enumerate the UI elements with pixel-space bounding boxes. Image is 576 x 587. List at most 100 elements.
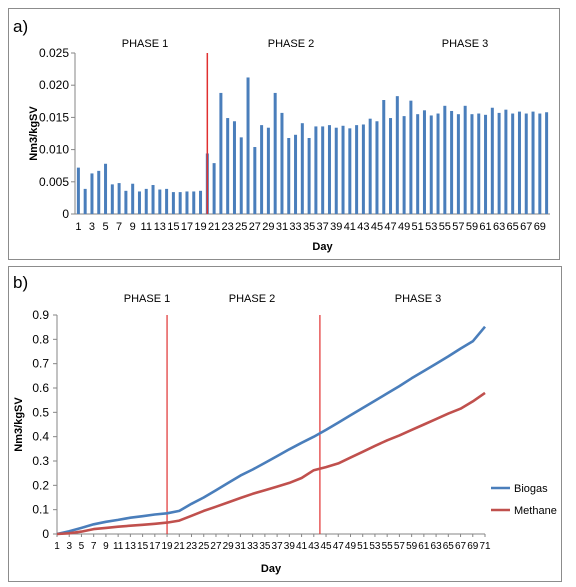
x-tick-label: 69 (467, 541, 479, 552)
x-tick-label: 9 (130, 221, 136, 233)
x-tick-label: 71 (479, 541, 491, 552)
bar (348, 128, 352, 214)
bar (422, 110, 426, 214)
bar (232, 121, 236, 214)
x-tick-label: 27 (249, 221, 261, 233)
x-tick-label: 45 (320, 541, 332, 552)
bar (137, 191, 141, 214)
x-tick-label: 17 (149, 541, 161, 552)
x-tick-label: 57 (394, 541, 406, 552)
x-tick-label: 23 (222, 221, 234, 233)
x-tick-label: 39 (330, 221, 342, 233)
x-tick-label: 29 (262, 221, 274, 233)
legend-label: Methane (514, 505, 557, 517)
bar (497, 112, 501, 214)
bar (124, 190, 128, 214)
bar (300, 123, 304, 214)
bar (334, 127, 338, 214)
x-tick-label: 7 (116, 221, 122, 233)
x-tick-label: 41 (296, 541, 308, 552)
x-tick-label: 67 (520, 221, 532, 233)
bar (456, 114, 460, 214)
bar (260, 125, 264, 214)
y-tick-label: 0.5 (32, 405, 49, 419)
chart-panel-b: b) 0 0.1 0.2 0.3 0.4 0.5 0.6 0.7 0.8 0.9 1 3 5 7 9 11 13… (8, 266, 562, 582)
x-tick-label: 67 (455, 541, 467, 552)
bar (484, 114, 488, 214)
phase-label: PHASE 1 (124, 293, 170, 305)
x-tick-label: 49 (345, 541, 357, 552)
y-tick-label: 0.015 (39, 110, 69, 124)
x-tick-label: 21 (208, 221, 220, 233)
x-tick-label: 65 (507, 221, 519, 233)
bar (463, 105, 467, 214)
line-chart-cumulative-yield: 00.10.20.30.40.50.60.70.80.91 3 5 7 9 11 13 15 1… (13, 293, 557, 575)
phase-label: PHASE 2 (229, 293, 275, 305)
y-tick-label: 0.2 (32, 478, 49, 492)
bar (307, 138, 311, 214)
x-tick-label: 51 (357, 541, 369, 552)
bar (83, 188, 87, 214)
bar (90, 173, 94, 214)
bar (110, 184, 114, 214)
x-tick-label: 59 (466, 221, 478, 233)
x-tick-label: 5 (102, 221, 108, 233)
x-tick-label: 43 (357, 221, 369, 233)
x-tick-label: 5 (79, 541, 85, 552)
chart-panel-a: a) 0 0.005 0.010 0.015 0.020 0.025 1 3 5 7 9 11 13 15… (8, 8, 560, 260)
x-tick-label: 51 (412, 221, 424, 233)
bar (253, 147, 257, 214)
bar (361, 124, 365, 214)
bar (341, 125, 345, 214)
bar (158, 189, 162, 214)
bar (294, 134, 298, 214)
x-tick-label: 3 (89, 221, 95, 233)
phase-label: PHASE 3 (395, 293, 441, 305)
bar (375, 121, 379, 214)
y-tick-label: 0.020 (39, 78, 69, 92)
bar (226, 118, 230, 214)
bar (504, 109, 508, 214)
bar (382, 100, 386, 214)
bar (429, 115, 433, 214)
bar (389, 118, 393, 214)
x-tick-label: 49 (398, 221, 410, 233)
x-tick-label: 31 (235, 541, 247, 552)
x-tick-label: 1 (54, 541, 60, 552)
bar (97, 170, 101, 214)
bar (321, 126, 325, 214)
bar (531, 111, 535, 214)
bar (327, 125, 331, 214)
panel-label-b: b) (13, 273, 29, 292)
bar (273, 92, 277, 214)
bar (490, 107, 494, 214)
legend-label: Biogas (514, 483, 548, 495)
phase-label: PHASE 2 (268, 38, 314, 50)
y-tick-label: 0.9 (32, 308, 49, 322)
bar (76, 167, 80, 214)
x-tick-label: 21 (174, 541, 186, 552)
x-tick-label: 41 (344, 221, 356, 233)
y-tick-label: 0.4 (32, 430, 49, 444)
x-tick-label: 15 (137, 541, 149, 552)
bar (416, 114, 420, 214)
bar (287, 138, 291, 214)
x-axis-title: Day (261, 563, 282, 575)
x-tick-label: 1 (75, 221, 81, 233)
bar (246, 77, 250, 214)
x-tick-label: 7 (91, 541, 97, 552)
x-axis-title: Day (312, 241, 333, 253)
y-tick-label: 0.005 (39, 175, 69, 189)
y-tick-label: 0 (42, 527, 49, 541)
y-tick-label: 0.025 (39, 46, 69, 60)
x-tick-label: 35 (259, 541, 271, 552)
x-tick-label: 35 (303, 221, 315, 233)
bar (470, 114, 474, 214)
bar (524, 113, 528, 214)
x-tick-label: 15 (167, 221, 179, 233)
bar (402, 116, 406, 214)
bar (192, 191, 196, 214)
x-tick-label: 65 (443, 541, 455, 552)
bar (144, 188, 148, 214)
